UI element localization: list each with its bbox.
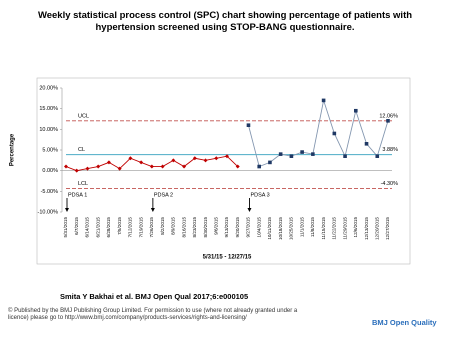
point [311,152,315,156]
y-axis-label: Percentage [10,133,16,166]
x-axis-label: 5/31/15 - 12/27/15 [203,255,252,261]
annotation-arrowhead [150,208,155,212]
x-tick-label: 6/14/2015 [85,217,90,238]
point [85,166,90,171]
y-tick-label: 0.00% [42,168,58,174]
point [225,154,229,159]
x-tick-label: 8/16/2015 [181,217,186,238]
x-tick-label: 10/11/2015 [267,217,272,240]
y-tick-label: -5.00% [41,189,59,195]
point [182,164,187,169]
point [268,160,272,165]
point [386,119,390,123]
citation: Smita Y Bakhai et al. BMJ Open Qual 2017… [60,292,249,301]
x-tick-label: 11/1/2015 [299,217,304,238]
annotation-arrowhead [247,208,252,212]
y-tick-label: -10.00% [38,209,59,215]
point [106,160,111,165]
x-tick-label: 11/29/2015 [342,217,347,240]
y-tick-label: 5.00% [42,147,58,153]
copyright: © Published by the BMJ Publishing Group … [8,308,298,321]
control-line-name: UCL [78,113,89,119]
point [278,152,283,156]
chart: Percentage 5/31/15 - 12/27/15 -10.00% -5.… [10,77,411,265]
x-tick-label: 8/30/2015 [203,217,208,238]
point [246,123,251,127]
point [332,131,337,136]
y-tick-label: 10.00% [39,127,58,133]
series-line [248,98,389,168]
annotation-arrowhead [65,208,69,212]
point [257,164,261,169]
x-tick-label: 12/20/2015 [374,217,379,240]
y-tick-label: 15.00% [39,106,58,112]
annotation-label: PDSA 2 [154,192,173,198]
point [128,156,133,161]
x-tick-label: 7/19/2015 [138,217,143,238]
x-tick-label: 8/9/2015 [171,217,176,235]
point [375,154,380,158]
point [192,156,197,161]
point [214,156,219,161]
x-tick-label: 5/31/2015 [63,217,68,238]
control-line-name: LCL [78,181,88,187]
x-tick-label: 7/5/2015 [117,217,122,235]
x-tick-label: 6/28/2015 [106,217,111,238]
point [117,166,122,171]
point [171,158,176,163]
point [96,164,101,169]
control-line-name: CL [78,147,85,153]
x-tick-label: 9/13/2015 [224,217,229,238]
x-tick-label: 10/18/2015 [278,217,283,240]
x-tick-label: 8/23/2015 [192,217,197,238]
point [343,154,347,158]
point [354,108,358,113]
annotation-label: PDSA 3 [250,192,269,198]
point [235,164,240,169]
point [139,160,144,165]
brand: BMJ Open Quality [372,318,437,327]
point [203,158,208,163]
x-tick-label: 11/15/2015 [321,217,326,240]
x-tick-label: 9/20/2015 [235,217,240,238]
point [364,142,369,146]
x-tick-label: 12/27/2015 [385,217,390,240]
x-tick-label: 12/6/2015 [353,217,358,238]
x-tick-label: 7/26/2015 [149,217,154,238]
chart-frame [36,77,411,265]
point [300,150,304,154]
control-line-value: 3.88% [382,147,398,153]
x-tick-label: 8/2/2015 [160,217,165,235]
x-tick-label: 9/27/2015 [246,217,251,238]
point [289,154,294,158]
y-tick-label: 20.00% [39,85,58,91]
x-tick-label: 9/6/2015 [213,217,218,235]
x-tick-label: 12/13/2015 [364,217,369,240]
chart-title: Weekly statistical process control (SPC)… [37,10,413,33]
point [321,98,326,103]
point [149,164,154,169]
point [64,164,68,169]
control-line-value: 12.06% [379,113,398,119]
x-tick-label: 10/25/2015 [289,217,294,240]
x-tick-label: 10/4/2015 [256,217,261,238]
control-line-value: -4.30% [381,181,399,187]
x-tick-label: 11/8/2015 [310,217,315,238]
point [74,168,79,173]
x-tick-label: 6/7/2015 [74,217,79,235]
x-tick-label: 11/22/2015 [332,217,337,240]
point [160,164,165,169]
annotation-label: PDSA 1 [68,192,87,198]
x-tick-label: 7/12/2015 [128,217,133,238]
x-tick-label: 6/21/2015 [95,217,100,238]
